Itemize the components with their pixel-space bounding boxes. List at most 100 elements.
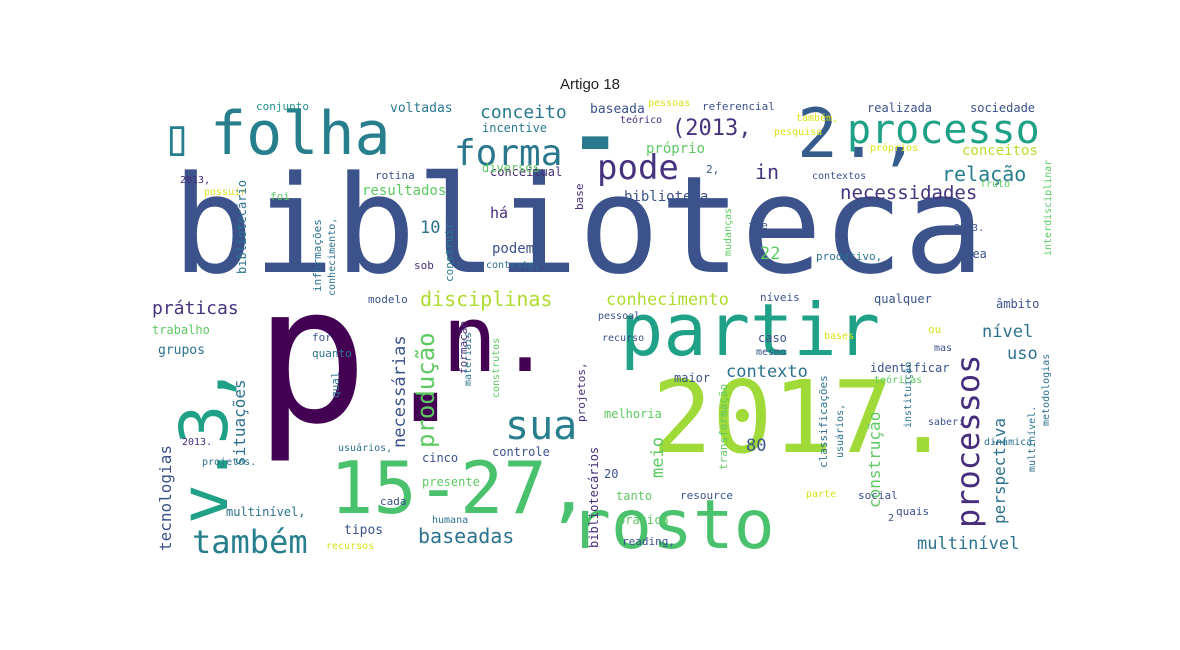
cloud-word: caso (758, 331, 787, 345)
cloud-word: melhoria (604, 407, 662, 421)
cloud-word: parte (806, 489, 837, 500)
cloud-word: ▬ (582, 114, 609, 165)
cloud-word: próprio (646, 141, 706, 157)
cloud-word: usuários, (835, 403, 846, 458)
cloud-word: social (858, 489, 898, 502)
cloud-word: possuir (204, 187, 247, 198)
cloud-word: base (573, 183, 586, 211)
cloud-word: materiais (463, 331, 474, 386)
cloud-word: disciplinas (420, 287, 553, 311)
cloud-word: to (688, 177, 701, 188)
word-cloud: biblioteca p. 2017. n. partir rosto 15-2… (152, 96, 1052, 557)
cloud-word: multinível, (226, 505, 306, 519)
cloud-word: 20 (604, 467, 619, 481)
cloud-word: quanto (312, 347, 352, 360)
cloud-word: grupos (158, 343, 205, 358)
cloud-word: quais (896, 505, 930, 518)
cloud-word: 2003. (954, 223, 985, 234)
cloud-word: necessárias (390, 335, 410, 448)
cloud-word: contexto (726, 362, 808, 382)
cloud-word: relação (942, 162, 1027, 186)
cloud-word: multinível. (1027, 405, 1038, 472)
cloud-word: projetos, (575, 362, 588, 422)
cloud-word: conhecimento, (327, 217, 338, 296)
cloud-word: âmbito (996, 297, 1040, 311)
cloud-word: fruto (980, 179, 1011, 190)
cloud-word: processo (847, 107, 1040, 153)
cloud-word: saber: (928, 417, 965, 428)
cloud-word: tecnologias (156, 445, 175, 551)
cloud-word: baseada (590, 102, 645, 117)
cloud-word: sua (505, 403, 578, 449)
cloud-word: necessidades (840, 182, 978, 204)
cloud-word: situações (230, 379, 249, 466)
cloud-word: for (312, 331, 332, 344)
cloud-word: identificar (870, 361, 950, 375)
cloud-word: ▯ (162, 108, 193, 166)
cloud-word: construtos (491, 337, 502, 398)
cloud-word: 2017. (652, 359, 954, 476)
cloud-word: reading, (622, 535, 675, 548)
cloud-word: qual (329, 371, 342, 399)
cloud-word: recurso (602, 333, 645, 344)
cloud-word: teóricas (874, 375, 923, 386)
cloud-word: perspectiva (990, 418, 1009, 524)
cloud-word: resultados (362, 183, 447, 199)
cloud-word: bases (824, 331, 855, 342)
cloud-word: próprios (870, 143, 919, 154)
cloud-word: biblioteca, (624, 189, 717, 205)
cloud-word: 2., (797, 96, 920, 174)
cloud-word: conjunto (256, 100, 309, 113)
cloud-word: tanto (616, 489, 653, 503)
cloud-word: contextos (812, 171, 867, 182)
cloud-word: ou (928, 323, 942, 336)
chart-title: Artigo 18 (559, 76, 621, 93)
cloud-word: fie (748, 219, 768, 232)
cloud-word: n. (442, 286, 553, 393)
cloud-word: dinâmica (984, 437, 1033, 448)
cloud-word: sociedade (970, 101, 1036, 115)
cloud-word: interdisciplinar (1043, 159, 1052, 256)
cloud-word: forma (454, 133, 563, 174)
cloud-word: tipos (344, 523, 384, 538)
cloud-word: 10 (420, 218, 441, 238)
cloud-word: incentive (482, 121, 548, 135)
cloud-word: rosto (570, 486, 775, 557)
cloud-word: diversos (482, 161, 540, 175)
cloud-word: também, (796, 113, 839, 124)
cloud-word: uso (1007, 344, 1038, 364)
cloud-word: podem (492, 241, 535, 257)
cloud-word: conhecimento (606, 290, 729, 310)
cloud-word: teórico (620, 115, 663, 126)
cloud-word: resource (680, 489, 733, 502)
cloud-word: níveis (760, 291, 800, 304)
cloud-word: mas (934, 343, 953, 354)
cloud-word: 2013. (182, 437, 213, 448)
cloud-word: referencial (702, 100, 775, 113)
cloud-word: área (958, 247, 987, 261)
cloud-word: multinível (917, 534, 1020, 554)
cloud-word: conceito (480, 102, 567, 123)
cloud-word: foi (270, 190, 290, 203)
cloud-word: recursos (326, 541, 375, 552)
cloud-word: meio (648, 437, 668, 478)
cloud-word: conceitual (490, 165, 563, 179)
cloud-word: mesmo (756, 347, 787, 358)
cloud-word: humana (432, 515, 469, 526)
cloud-word: controle (492, 445, 550, 459)
cloud-word: pesquisa (774, 127, 823, 138)
cloud-word: partir (620, 288, 881, 372)
cloud-word: classificações (817, 375, 830, 468)
cloud-word: contexto, (486, 260, 541, 271)
cloud-word: folha (210, 99, 391, 169)
cloud-word: conceitos (962, 143, 1038, 159)
cloud-word: pessoal (598, 311, 641, 322)
cloud-word: há (490, 204, 509, 222)
cloud-word: nível (982, 322, 1034, 342)
cloud-word: p. (254, 245, 483, 466)
cloud-word: instituição (903, 361, 914, 428)
cloud-word: práticas (152, 298, 239, 319)
cloud-word: usuários, (338, 443, 393, 454)
cloud-word: modelo (368, 293, 408, 306)
cloud-word: 2 (888, 513, 895, 524)
